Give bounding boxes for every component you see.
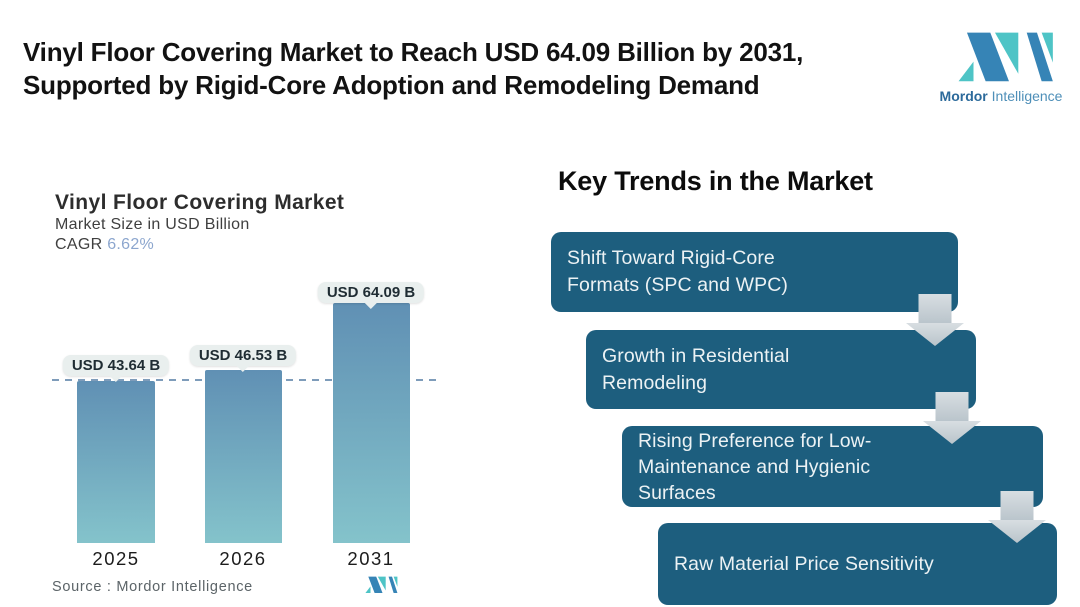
trend-text-line: Growth in Residential <box>602 344 790 367</box>
axis-label-2026: 2026 <box>219 548 267 569</box>
page-title: Vinyl Floor Covering Market to Reach USD… <box>23 36 803 102</box>
down-arrow-icon <box>988 491 1046 543</box>
trends-heading: Key Trends in the Market <box>558 166 873 196</box>
trend-box-raw-material-price: Raw Material Price Sensitivity <box>658 523 1057 605</box>
bar-2026 <box>205 370 282 543</box>
trend-box-residential-remodeling: Growth in Residential Remodeling <box>586 330 976 409</box>
down-arrow-icon <box>923 392 981 444</box>
page-title-line1: Vinyl Floor Covering Market to Reach USD… <box>23 37 804 67</box>
axis-label-2031: 2031 <box>347 548 395 569</box>
bar-2031 <box>333 303 410 543</box>
trend-text-line: Surfaces <box>638 481 716 504</box>
source-attribution: Source : Mordor Intelligence <box>52 579 253 595</box>
page-title-line2: Supported by Rigid-Core Adoption and Rem… <box>23 70 760 100</box>
brand-name-primary: Mordor <box>939 88 988 104</box>
bar-2025 <box>77 381 155 543</box>
chart-title: Vinyl Floor Covering Market <box>55 191 345 214</box>
trend-text-line: Rising Preference for Low- <box>638 429 872 452</box>
value-label-2025: USD 43.64 B <box>62 355 170 376</box>
trend-text-line: Maintenance and Hygienic <box>638 455 871 478</box>
down-arrow-icon <box>906 294 964 346</box>
trend-text-line: Raw Material Price Sensitivity <box>674 552 934 575</box>
trend-text-line: Shift Toward Rigid-Core <box>567 247 775 269</box>
axis-label-2025: 2025 <box>92 548 140 569</box>
brand-logo: Mordor Intelligence <box>938 28 1064 104</box>
trend-text-line: Formats (SPC and WPC) <box>567 274 788 296</box>
brand-wordmark: Mordor Intelligence <box>938 88 1064 104</box>
value-label-2031: USD 64.09 B <box>317 282 425 303</box>
trend-text-line: Remodeling <box>602 371 708 394</box>
trend-box-rigid-core: Shift Toward Rigid-Core Formats (SPC and… <box>551 232 958 312</box>
cagr-value: 6.62% <box>107 236 155 253</box>
brand-name-secondary: Intelligence <box>991 88 1063 104</box>
value-label-2026: USD 46.53 B <box>189 345 297 366</box>
mini-brand-logo-icon <box>365 576 398 594</box>
chart-cagr: CAGR 6.62% <box>55 236 154 254</box>
cagr-label: CAGR <box>55 236 103 253</box>
mordor-intelligence-logo-icon <box>958 32 1053 82</box>
trend-box-low-maintenance: Rising Preference for Low- Maintenance a… <box>622 426 1043 507</box>
chart-subtitle: Market Size in USD Billion <box>55 216 250 233</box>
